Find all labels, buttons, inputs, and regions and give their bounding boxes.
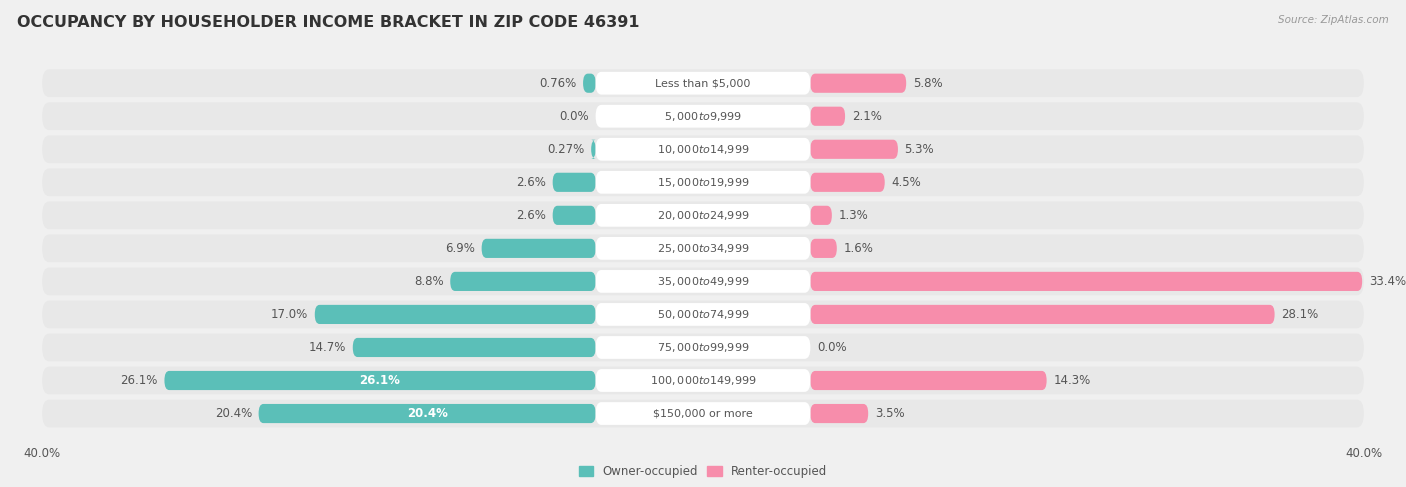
FancyBboxPatch shape	[596, 402, 810, 425]
FancyBboxPatch shape	[810, 371, 1046, 390]
FancyBboxPatch shape	[315, 305, 596, 324]
Text: 2.6%: 2.6%	[516, 176, 546, 189]
FancyBboxPatch shape	[42, 169, 1364, 196]
FancyBboxPatch shape	[596, 369, 810, 392]
FancyBboxPatch shape	[810, 206, 832, 225]
Text: 3.5%: 3.5%	[875, 407, 904, 420]
FancyBboxPatch shape	[596, 336, 810, 359]
Text: $35,000 to $49,999: $35,000 to $49,999	[657, 275, 749, 288]
FancyBboxPatch shape	[42, 102, 1364, 130]
Text: 2.6%: 2.6%	[516, 209, 546, 222]
FancyBboxPatch shape	[42, 135, 1364, 163]
Text: 28.1%: 28.1%	[1281, 308, 1319, 321]
Text: $15,000 to $19,999: $15,000 to $19,999	[657, 176, 749, 189]
Text: 0.27%: 0.27%	[547, 143, 585, 156]
Text: 26.1%: 26.1%	[121, 374, 157, 387]
Text: 17.0%: 17.0%	[271, 308, 308, 321]
FancyBboxPatch shape	[591, 140, 596, 159]
Text: 5.3%: 5.3%	[904, 143, 934, 156]
Text: $100,000 to $149,999: $100,000 to $149,999	[650, 374, 756, 387]
FancyBboxPatch shape	[583, 74, 596, 93]
Legend: Owner-occupied, Renter-occupied: Owner-occupied, Renter-occupied	[579, 465, 827, 478]
FancyBboxPatch shape	[810, 239, 837, 258]
Text: 4.5%: 4.5%	[891, 176, 921, 189]
FancyBboxPatch shape	[810, 272, 1362, 291]
FancyBboxPatch shape	[596, 204, 810, 227]
Text: 20.4%: 20.4%	[406, 407, 447, 420]
Text: $50,000 to $74,999: $50,000 to $74,999	[657, 308, 749, 321]
FancyBboxPatch shape	[259, 404, 596, 423]
Text: 6.9%: 6.9%	[446, 242, 475, 255]
Text: $10,000 to $14,999: $10,000 to $14,999	[657, 143, 749, 156]
FancyBboxPatch shape	[810, 173, 884, 192]
FancyBboxPatch shape	[810, 140, 898, 159]
FancyBboxPatch shape	[42, 69, 1364, 97]
Text: $5,000 to $9,999: $5,000 to $9,999	[664, 110, 742, 123]
FancyBboxPatch shape	[810, 74, 907, 93]
Text: 1.3%: 1.3%	[838, 209, 869, 222]
Text: 1.6%: 1.6%	[844, 242, 873, 255]
Text: $20,000 to $24,999: $20,000 to $24,999	[657, 209, 749, 222]
Text: 14.7%: 14.7%	[309, 341, 346, 354]
FancyBboxPatch shape	[596, 72, 810, 94]
FancyBboxPatch shape	[42, 334, 1364, 361]
Text: 0.0%: 0.0%	[560, 110, 589, 123]
FancyBboxPatch shape	[596, 270, 810, 293]
FancyBboxPatch shape	[596, 237, 810, 260]
Text: 14.3%: 14.3%	[1053, 374, 1091, 387]
FancyBboxPatch shape	[42, 235, 1364, 262]
Text: 0.76%: 0.76%	[540, 77, 576, 90]
FancyBboxPatch shape	[596, 171, 810, 194]
Text: 2.1%: 2.1%	[852, 110, 882, 123]
FancyBboxPatch shape	[450, 272, 596, 291]
Text: 0.0%: 0.0%	[817, 341, 846, 354]
FancyBboxPatch shape	[596, 105, 810, 128]
Text: 8.8%: 8.8%	[413, 275, 444, 288]
Text: 26.1%: 26.1%	[360, 374, 401, 387]
Text: $75,000 to $99,999: $75,000 to $99,999	[657, 341, 749, 354]
Text: Source: ZipAtlas.com: Source: ZipAtlas.com	[1278, 15, 1389, 25]
FancyBboxPatch shape	[42, 300, 1364, 328]
FancyBboxPatch shape	[42, 367, 1364, 394]
Text: 5.8%: 5.8%	[912, 77, 942, 90]
Text: $25,000 to $34,999: $25,000 to $34,999	[657, 242, 749, 255]
Text: 33.4%: 33.4%	[1369, 275, 1406, 288]
FancyBboxPatch shape	[42, 202, 1364, 229]
FancyBboxPatch shape	[353, 338, 596, 357]
FancyBboxPatch shape	[810, 107, 845, 126]
Text: Less than $5,000: Less than $5,000	[655, 78, 751, 88]
FancyBboxPatch shape	[810, 305, 1275, 324]
Text: $150,000 or more: $150,000 or more	[654, 409, 752, 418]
FancyBboxPatch shape	[42, 267, 1364, 295]
FancyBboxPatch shape	[810, 404, 868, 423]
FancyBboxPatch shape	[553, 173, 596, 192]
FancyBboxPatch shape	[42, 400, 1364, 428]
FancyBboxPatch shape	[596, 138, 810, 161]
FancyBboxPatch shape	[165, 371, 596, 390]
FancyBboxPatch shape	[553, 206, 596, 225]
FancyBboxPatch shape	[596, 303, 810, 326]
FancyBboxPatch shape	[482, 239, 596, 258]
Text: 20.4%: 20.4%	[215, 407, 252, 420]
Text: OCCUPANCY BY HOUSEHOLDER INCOME BRACKET IN ZIP CODE 46391: OCCUPANCY BY HOUSEHOLDER INCOME BRACKET …	[17, 15, 640, 30]
